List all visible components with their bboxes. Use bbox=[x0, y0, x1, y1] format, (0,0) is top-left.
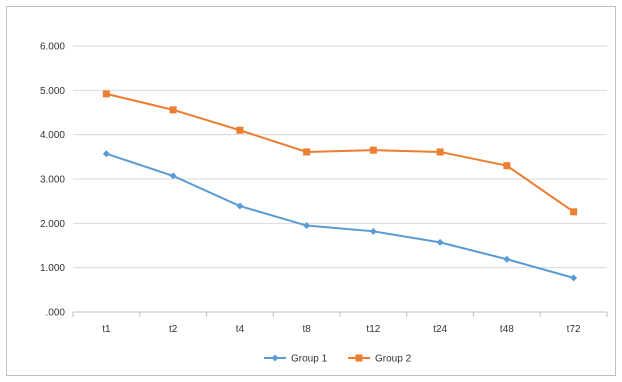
series-layer bbox=[102, 90, 578, 282]
data-point bbox=[102, 150, 110, 158]
data-point bbox=[236, 202, 244, 210]
data-point bbox=[169, 172, 177, 180]
x-tick-label: t4 bbox=[236, 324, 245, 335]
y-tick-label: .000 bbox=[46, 308, 66, 319]
series-1 bbox=[102, 150, 578, 282]
y-tick-label: 5.000 bbox=[40, 86, 65, 97]
data-point bbox=[303, 222, 311, 230]
legend-label: Group 1 bbox=[291, 354, 328, 365]
y-tick-label: 2.000 bbox=[40, 219, 65, 230]
data-point bbox=[503, 162, 511, 170]
y-axis: .000 1.000 2.000 3.000 4.000 5.000 6.000 bbox=[40, 42, 65, 319]
data-point bbox=[436, 238, 444, 246]
legend: Group 1 Group 2 bbox=[264, 354, 412, 365]
y-tick-label: 6.000 bbox=[40, 42, 65, 53]
legend-label: Group 2 bbox=[375, 354, 412, 365]
x-tick-label: t2 bbox=[169, 324, 178, 335]
x-tick-label: t48 bbox=[500, 324, 514, 335]
data-point bbox=[503, 255, 511, 263]
data-point bbox=[369, 146, 377, 154]
legend-item: Group 1 bbox=[264, 354, 328, 365]
data-point bbox=[102, 90, 110, 98]
data-point bbox=[570, 274, 578, 282]
x-tick-label: t1 bbox=[102, 324, 111, 335]
legend-marker bbox=[271, 354, 279, 362]
series-line bbox=[106, 92, 575, 213]
data-point bbox=[436, 148, 444, 156]
data-point bbox=[169, 106, 177, 114]
series-line bbox=[106, 152, 574, 279]
legend-item: Group 2 bbox=[348, 354, 412, 365]
x-tick-label: t72 bbox=[567, 324, 581, 335]
y-tick-label: 1.000 bbox=[40, 263, 65, 274]
legend-marker bbox=[355, 354, 363, 362]
data-point bbox=[369, 227, 377, 235]
x-axis: t1 t2 t4 t8 t12 t24 t48 t72 bbox=[72, 311, 608, 335]
series-2 bbox=[102, 90, 578, 216]
y-tick-label: 3.000 bbox=[40, 175, 65, 186]
chart-area: .000 1.000 2.000 3.000 4.000 5.000 6.000 t1 t2 t… bbox=[6, 6, 616, 376]
x-tick-label: t12 bbox=[366, 324, 380, 335]
data-point bbox=[236, 126, 244, 134]
x-tick-label: t24 bbox=[433, 324, 447, 335]
data-point bbox=[570, 208, 578, 216]
y-tick-label: 4.000 bbox=[40, 130, 65, 141]
x-tick-label: t8 bbox=[302, 324, 311, 335]
data-point bbox=[303, 148, 311, 156]
gridlines bbox=[73, 45, 607, 269]
